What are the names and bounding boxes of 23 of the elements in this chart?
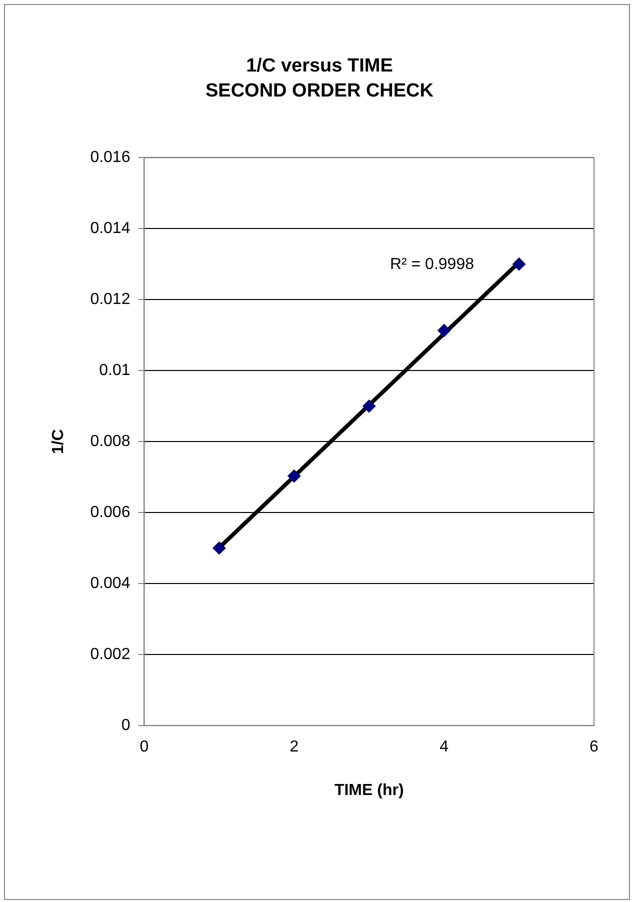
y-tick-label: 0.012 [90,291,130,308]
y-tick-label: 0 [121,717,130,734]
x-tick-label: 2 [290,738,299,756]
y-tick-label: 0.002 [90,646,130,664]
annotation: R² = 0.9998 [390,256,474,274]
x-tick-label: 0 [140,738,149,756]
chart-subtitle: SECOND ORDER CHECK [205,80,434,102]
point [362,400,376,413]
y-tick-label: 0.008 [90,433,130,450]
x-axis-title: TIME (hr) [334,782,404,799]
y-tick-label: 0.016 [90,149,130,166]
x-tick-label: 4 [440,738,449,756]
chart-title: 1/C versus TIME [246,56,393,77]
point [438,324,451,337]
y-tick-label: 0.004 [90,575,130,592]
y-tick-label: 0.01 [99,362,130,380]
point [212,542,226,555]
y-tick-label: 0.014 [90,220,130,238]
point [288,470,301,483]
x-tick-label: 6 [590,738,599,756]
point [512,258,526,271]
y-tick-label: 0.006 [90,504,130,522]
y-axis-title: 1/C [50,428,68,454]
